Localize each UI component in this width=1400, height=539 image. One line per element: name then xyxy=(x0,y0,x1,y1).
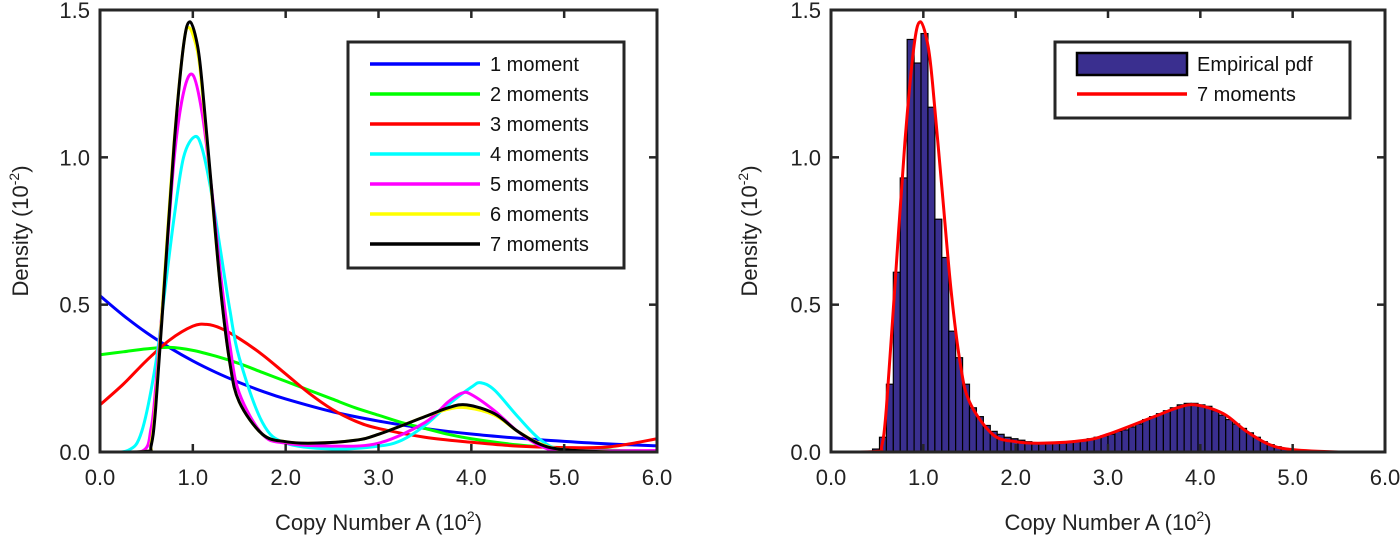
x-tick-label: 1.0 xyxy=(908,465,939,490)
x-tick-label: 3.0 xyxy=(1093,465,1124,490)
x-tick-label: 6.0 xyxy=(1370,465,1400,490)
series-line-1-moment xyxy=(100,294,657,448)
histogram-bar xyxy=(1128,426,1137,452)
y-axis-label: Density (10-2) xyxy=(6,165,33,296)
x-tick-label: 6.0 xyxy=(642,465,673,490)
y-tick-label: 1.0 xyxy=(59,145,90,170)
series-line-4-moments xyxy=(100,134,657,452)
x-axis-label: Copy Number A (102) xyxy=(1004,508,1211,535)
x-label-exp: 2 xyxy=(467,508,475,524)
y-axis-label: Density (10-2) xyxy=(735,165,762,296)
histogram-bar xyxy=(1190,402,1199,452)
legend-label: 2 moments xyxy=(490,84,589,106)
x-label-base: Copy Number A (10 xyxy=(1004,510,1196,535)
series-line-7-moments xyxy=(831,20,1385,452)
chart-1: 0.0 1.0 2.0 3.0 4.0 5.0 6.0 0.0 0.5 1.0 1.5 Copy Nu… xyxy=(6,0,672,535)
histogram-bar xyxy=(1121,429,1130,452)
x-label-close: ) xyxy=(475,510,482,535)
y-tick-label: 1.0 xyxy=(790,145,821,170)
y-tick-label: 0.5 xyxy=(790,293,821,318)
histogram-bar xyxy=(1225,418,1234,452)
y-label-exp: -2 xyxy=(735,173,751,186)
x-tick-label: 0.0 xyxy=(816,465,847,490)
legend-label: 5 moments xyxy=(490,174,589,196)
histogram-bar xyxy=(913,62,922,452)
legend: 1 moment 2 moments 3 moments 4 moments 5 mom… xyxy=(346,40,626,270)
x-tick-label: 4.0 xyxy=(456,465,487,490)
histogram-bar xyxy=(1155,413,1164,452)
plot-area xyxy=(100,20,657,452)
x-tick-label: 2.0 xyxy=(270,465,301,490)
chart-2: 0.0 1.0 2.0 3.0 4.0 5.0 6.0 0.0 0.5 1.0 1.5 Copy Nu… xyxy=(735,0,1400,535)
series-line-7-moments xyxy=(100,20,657,452)
histogram-bar xyxy=(941,256,950,452)
x-tick-label: 0.0 xyxy=(85,465,116,490)
y-label-base: Density (10 xyxy=(737,185,762,296)
histogram-bar xyxy=(1142,418,1151,452)
histogram-bar xyxy=(1148,416,1158,452)
histogram-bar xyxy=(927,106,936,452)
x-tick-label: 3.0 xyxy=(363,465,394,490)
series-line-2-moments xyxy=(100,345,657,452)
histogram-bar xyxy=(1211,410,1220,452)
legend-label: 4 moments xyxy=(490,144,589,166)
series-line-3-moments xyxy=(100,322,657,450)
x-tick-label: 1.0 xyxy=(178,465,209,490)
x-tick-label: 4.0 xyxy=(1185,465,1216,490)
y-tick-label: 1.5 xyxy=(790,0,821,23)
y-tick-label: 1.5 xyxy=(59,0,90,23)
histogram-bar xyxy=(1183,402,1192,452)
histogram-bar xyxy=(1135,423,1144,452)
histogram-bar xyxy=(1169,407,1178,452)
legend-label: 3 moments xyxy=(490,114,589,136)
legend-label: 6 moments xyxy=(490,204,589,226)
x-tick-label: 5.0 xyxy=(549,465,580,490)
x-label-exp: 2 xyxy=(1196,508,1204,524)
legend-label: 1 moment xyxy=(490,54,579,76)
legend-label: 7 moments xyxy=(490,234,589,256)
histogram-bar xyxy=(1232,423,1241,452)
histogram-bar xyxy=(1162,410,1171,452)
legend-swatch xyxy=(1075,51,1189,77)
histogram-bar xyxy=(899,177,908,452)
legend: Empirical pdf 7 moments xyxy=(1053,40,1352,120)
y-tick-label: 0.0 xyxy=(59,440,90,465)
x-axis-label: Copy Number A (102) xyxy=(275,508,482,535)
histogram-bar xyxy=(920,32,929,452)
legend-label: Empirical pdf xyxy=(1197,54,1313,76)
histogram-bar xyxy=(1218,414,1227,452)
x-tick-label: 2.0 xyxy=(1000,465,1031,490)
y-label-close: ) xyxy=(8,165,33,172)
histogram-bar xyxy=(1176,404,1185,452)
legend-label: 7 moments xyxy=(1197,84,1296,106)
histogram-bar xyxy=(948,330,957,452)
y-label-close: ) xyxy=(737,165,762,172)
y-tick-label: 0.5 xyxy=(59,293,90,318)
histogram-bar xyxy=(1114,430,1123,452)
histogram-bar xyxy=(934,218,943,452)
y-label-base: Density (10 xyxy=(8,185,33,296)
histogram-bar xyxy=(1204,405,1213,452)
x-label-base: Copy Number A (10 xyxy=(275,510,467,535)
x-label-close: ) xyxy=(1204,510,1211,535)
y-tick-label: 0.0 xyxy=(790,440,821,465)
y-label-exp: -2 xyxy=(6,173,22,186)
x-tick-label: 5.0 xyxy=(1277,465,1308,490)
